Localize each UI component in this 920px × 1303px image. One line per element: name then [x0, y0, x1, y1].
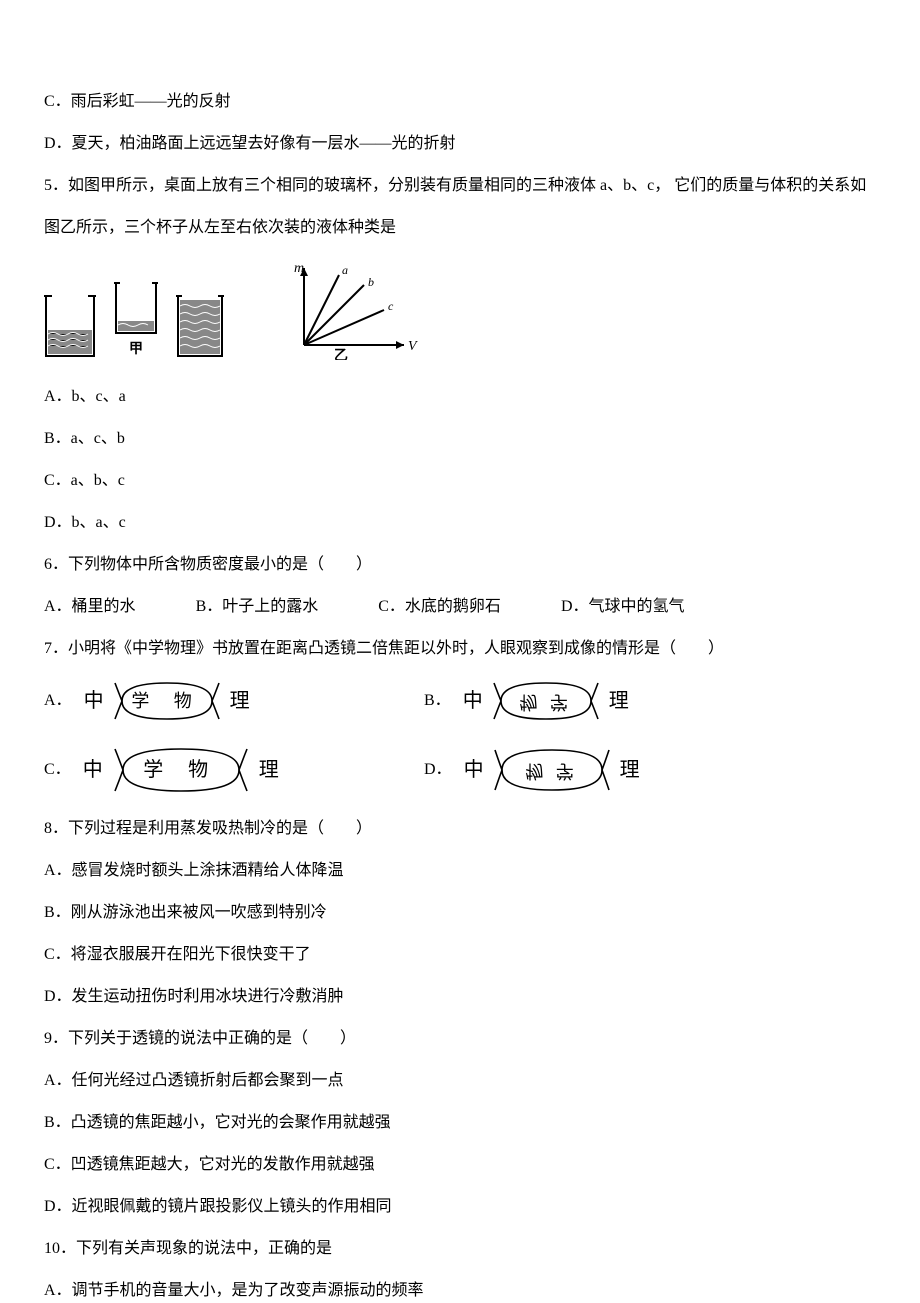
q7-option-a: A． 中 学 物 理 [44, 679, 384, 723]
q5-stem-1: 5．如图甲所示，桌面上放有三个相同的玻璃杯，分别装有质量相同的三种液体 a、b、… [44, 174, 876, 198]
q6-option-c: C．水底的鹅卵石 [378, 595, 501, 619]
axis-m: m [294, 261, 304, 276]
q9-stem: 9．下列关于透镜的说法中正确的是（ ） [44, 1027, 876, 1051]
svg-text:a: a [342, 263, 348, 277]
q8-stem: 8．下列过程是利用蒸发吸热制冷的是（ ） [44, 817, 876, 841]
svg-text:b: b [368, 275, 374, 289]
q8-option-d: D．发生运动扭伤时利用冰块进行冷敷消肿 [44, 985, 876, 1009]
q5-caption-yi: 乙 [334, 348, 348, 360]
q7-d-outR: 理 [618, 755, 642, 785]
q7-b-outR: 理 [607, 686, 631, 716]
q4-option-d: D．夏天，柏油路面上远远望去好像有一层水——光的折射 [44, 132, 876, 156]
q5-option-b: B．a、c、b [44, 427, 876, 451]
q7-a-outL: 中 [82, 686, 106, 716]
q7-row-1: A． 中 学 物 理 B． 中 物 学 理 [44, 679, 876, 723]
q7-stem: 7．小明将《中学物理》书放置在距离凸透镜二倍焦距以外时，人眼观察到成像的情形是（… [44, 637, 876, 661]
beaker-left [44, 294, 96, 360]
q5-beakers: 甲 [44, 281, 224, 360]
q6-option-b: B．叶子上的露水 [196, 595, 319, 619]
q10-option-a: A．调节手机的音量大小，是为了改变声源振动的频率 [44, 1279, 876, 1303]
q5-caption-jia: 甲 [129, 339, 143, 360]
q7-row-2: C． 中 学 物 理 D． 中 物 学 理 [44, 745, 876, 795]
q7-a-inside: 学 物 [117, 688, 216, 715]
q5-option-d: D．b、a、c [44, 511, 876, 535]
q8-option-c: C．将湿衣服展开在阳光下很快变干了 [44, 943, 876, 967]
svg-text:c: c [388, 299, 394, 313]
axis-v: V [408, 339, 418, 354]
beaker-right [176, 294, 224, 360]
q7-a-label: A． [44, 689, 72, 713]
q10-stem: 10．下列有关声现象的说法中，正确的是 [44, 1237, 876, 1261]
q7-b-outL: 中 [461, 686, 485, 716]
q7-a-outR: 理 [228, 686, 252, 716]
q7-d-inside: 物 学 [511, 757, 592, 784]
q5-option-a: A．b、c、a [44, 385, 876, 409]
q6-options: A．桶里的水 B．叶子上的露水 C．水底的鹅卵石 D．气球中的氢气 [44, 595, 876, 619]
q7-c-outL: 中 [81, 755, 105, 785]
q7-option-c: C． 中 学 物 理 [44, 745, 384, 795]
q7-option-d: D． 中 物 学 理 [424, 746, 764, 794]
q9-option-a: A．任何光经过凸透镜折射后都会聚到一点 [44, 1069, 876, 1093]
q7-c-inside: 学 物 [129, 755, 232, 785]
q6-option-d: D．气球中的氢气 [561, 595, 685, 619]
q6-option-a: A．桶里的水 [44, 595, 136, 619]
q7-d-outL: 中 [462, 755, 486, 785]
q8-option-b: B．刚从游泳池出来被风一吹感到特别冷 [44, 901, 876, 925]
q6-stem: 6．下列物体中所含物质密度最小的是（ ） [44, 553, 876, 577]
q4-option-c: C．雨后彩虹——光的反射 [44, 90, 876, 114]
q7-option-b: B． 中 物 学 理 [424, 679, 764, 723]
q7-b-inside: 物 学 [505, 688, 586, 715]
q5-stem-2: 图乙所示，三个杯子从左至右依次装的液体种类是 [44, 216, 876, 240]
q7-c-outR: 理 [257, 755, 281, 785]
q7-c-label: C． [44, 758, 71, 782]
q7-b-label: B． [424, 689, 451, 713]
q7-d-label: D． [424, 758, 452, 782]
q8-option-a: A．感冒发烧时额头上涂抹酒精给人体降温 [44, 859, 876, 883]
q5-option-c: C．a、b、c [44, 469, 876, 493]
q9-option-d: D．近视眼佩戴的镜片跟投影仪上镜头的作用相同 [44, 1195, 876, 1219]
q9-option-c: C．凹透镜焦距越大，它对光的发散作用就越强 [44, 1153, 876, 1177]
q9-option-b: B．凸透镜的焦距越小，它对光的会聚作用就越强 [44, 1111, 876, 1135]
q5-graph: m V a b c 乙 [284, 260, 424, 360]
q5-figures: 甲 [44, 260, 876, 360]
beaker-mid [114, 281, 158, 337]
